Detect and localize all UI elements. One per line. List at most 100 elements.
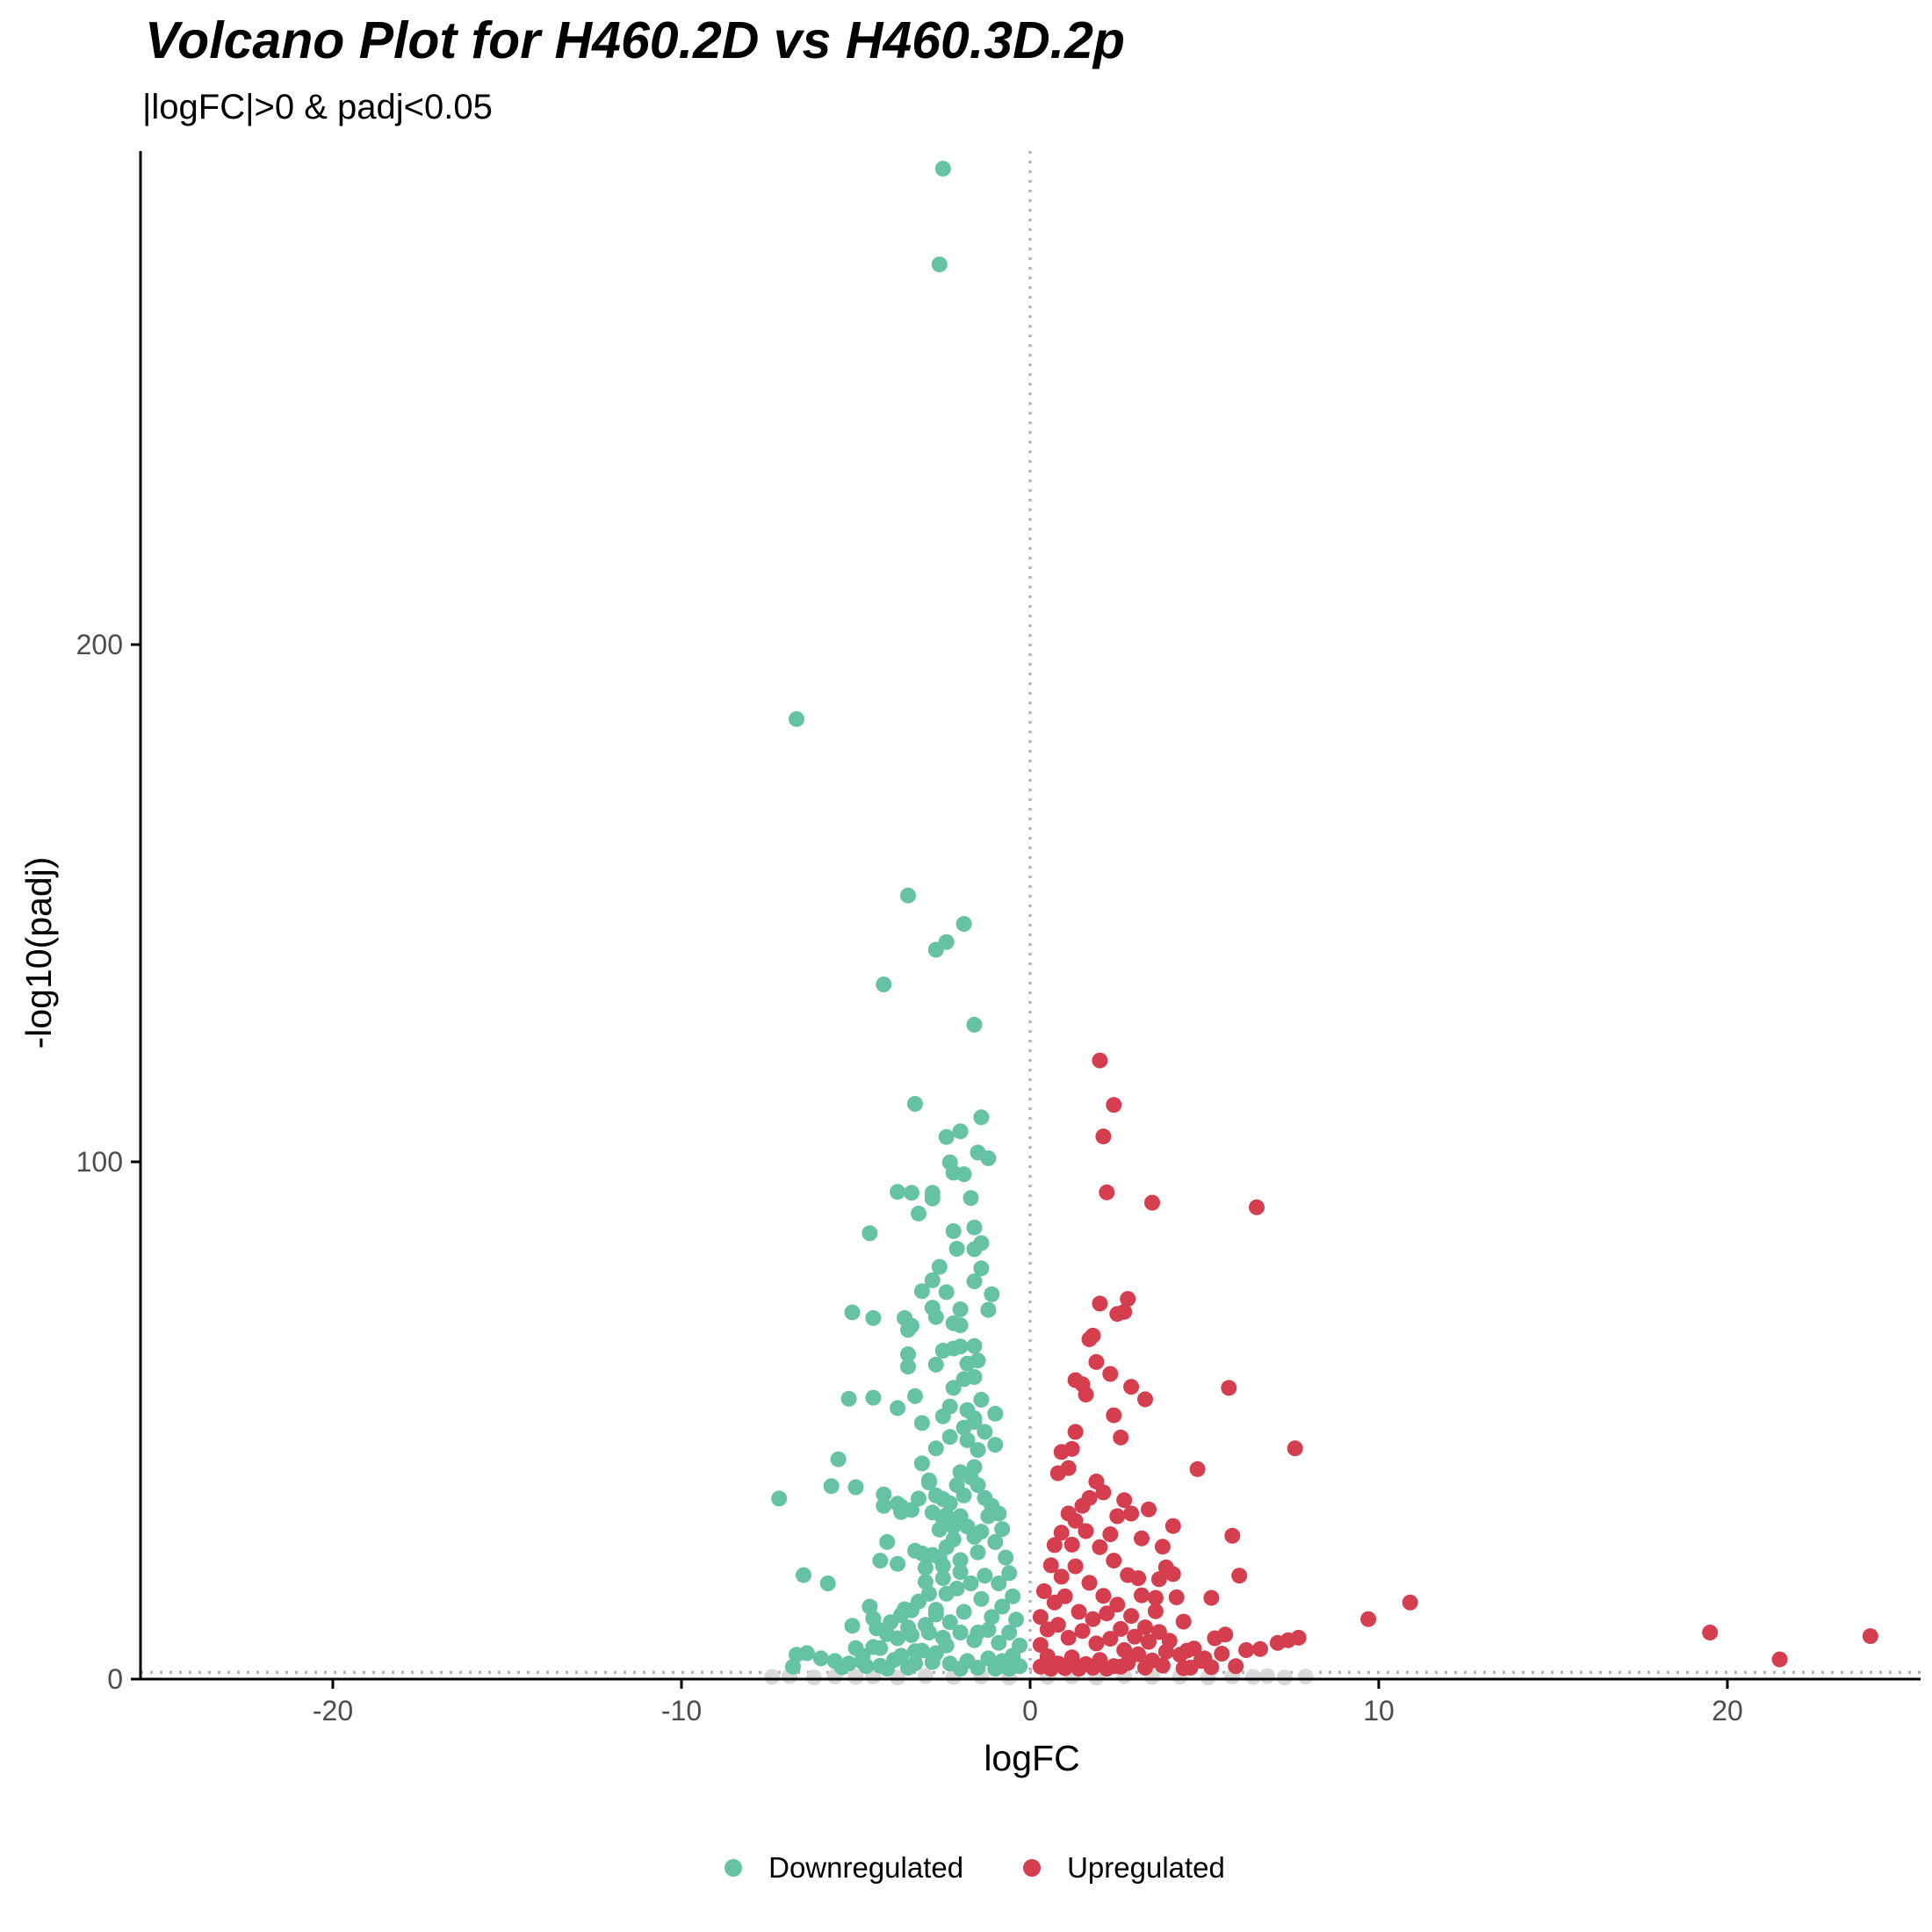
point-downregulated xyxy=(927,1440,944,1457)
point-downregulated xyxy=(927,941,944,958)
point-downregulated xyxy=(952,1317,969,1334)
point-downregulated xyxy=(959,1355,976,1372)
point-downregulated xyxy=(952,1123,969,1140)
point-upregulated xyxy=(1189,1460,1206,1477)
point-downregulated xyxy=(858,1658,875,1675)
point-upregulated xyxy=(1134,1530,1150,1546)
point-upregulated xyxy=(1168,1589,1185,1605)
point-downregulated xyxy=(980,1622,997,1638)
point-downregulated xyxy=(970,1660,986,1676)
point-upregulated xyxy=(1164,1517,1181,1534)
point-upregulated xyxy=(1182,1660,1199,1676)
point-upregulated xyxy=(1269,1634,1286,1651)
point-downregulated xyxy=(893,1647,910,1664)
point-not-significant xyxy=(1259,1668,1275,1684)
point-downregulated xyxy=(789,1647,804,1663)
point-upregulated xyxy=(1095,1588,1112,1604)
point-upregulated xyxy=(1137,1619,1153,1636)
point-downregulated xyxy=(952,1625,969,1640)
point-upregulated xyxy=(1123,1379,1140,1395)
point-downregulated xyxy=(984,1286,1000,1302)
y-tick-label: 200 xyxy=(76,629,123,660)
point-upregulated xyxy=(1123,1505,1140,1522)
point-upregulated xyxy=(1102,1366,1119,1382)
point-upregulated xyxy=(1224,1527,1241,1544)
point-upregulated xyxy=(1141,1501,1157,1517)
point-upregulated xyxy=(1141,1633,1157,1650)
point-upregulated xyxy=(1099,1605,1115,1622)
x-tick-label: -10 xyxy=(661,1695,702,1727)
point-upregulated xyxy=(1095,1128,1112,1145)
point-upregulated xyxy=(1053,1568,1070,1585)
point-downregulated xyxy=(955,916,972,933)
point-upregulated xyxy=(1127,1628,1143,1645)
point-upregulated xyxy=(1099,1661,1115,1677)
point-upregulated xyxy=(1032,1609,1049,1626)
chart-subtitle: |logFC|>0 & padj<0.05 xyxy=(142,88,493,126)
point-downregulated xyxy=(904,1626,919,1643)
point-downregulated xyxy=(938,1284,955,1301)
point-downregulated xyxy=(819,1575,836,1591)
point-not-significant xyxy=(805,1669,822,1686)
point-downregulated xyxy=(900,1359,916,1375)
point-downregulated xyxy=(1005,1588,1021,1604)
point-downregulated xyxy=(890,1555,906,1572)
point-upregulated xyxy=(1120,1567,1136,1583)
reference-lines xyxy=(141,151,1921,1679)
point-downregulated xyxy=(872,1640,889,1656)
point-downregulated xyxy=(934,1408,951,1424)
point-upregulated xyxy=(1154,1657,1171,1674)
point-downregulated xyxy=(890,1630,906,1647)
point-downregulated xyxy=(865,1389,882,1406)
legend-key-upregulated xyxy=(1023,1859,1042,1877)
point-upregulated xyxy=(1060,1505,1077,1522)
point-not-significant xyxy=(1245,1669,1262,1685)
point-upregulated xyxy=(1147,1603,1164,1619)
point-upregulated xyxy=(1123,1608,1140,1625)
point-upregulated xyxy=(1238,1642,1255,1658)
point-downregulated xyxy=(987,1437,1004,1453)
legend-key-downregulated xyxy=(724,1859,743,1877)
point-downregulated xyxy=(938,1128,955,1145)
point-downregulated xyxy=(941,1429,958,1445)
point-downregulated xyxy=(959,1518,976,1535)
point-upregulated xyxy=(1203,1659,1220,1676)
point-upregulated xyxy=(1144,1194,1160,1211)
point-downregulated xyxy=(994,1521,1011,1538)
point-upregulated xyxy=(1060,1629,1077,1646)
point-upregulated xyxy=(1179,1642,1195,1659)
point-upregulated xyxy=(1092,1539,1108,1555)
point-upregulated xyxy=(1157,1559,1174,1575)
point-downregulated xyxy=(952,1564,969,1581)
point-downregulated xyxy=(924,1546,941,1563)
point-downregulated xyxy=(952,1661,969,1677)
point-upregulated xyxy=(1071,1604,1087,1620)
point-upregulated xyxy=(1228,1658,1244,1675)
point-downregulated xyxy=(984,1609,1000,1626)
legend-label-downregulated: Downregulated xyxy=(768,1851,964,1884)
point-upregulated xyxy=(1150,1624,1167,1640)
point-upregulated xyxy=(1252,1640,1268,1657)
point-upregulated xyxy=(1081,1575,1098,1591)
point-downregulated xyxy=(991,1505,1007,1522)
point-upregulated xyxy=(1231,1568,1248,1584)
point-upregulated xyxy=(1081,1331,1098,1347)
point-downregulated xyxy=(879,1661,896,1677)
point-upregulated xyxy=(1053,1444,1070,1460)
point-upregulated xyxy=(1071,1661,1087,1677)
point-downregulated xyxy=(994,1598,1011,1615)
point-downregulated xyxy=(945,1222,962,1239)
point-downregulated xyxy=(955,1487,972,1503)
point-upregulated xyxy=(1203,1590,1220,1606)
point-downregulated xyxy=(959,1431,976,1448)
point-downregulated xyxy=(924,1272,941,1288)
point-downregulated xyxy=(1001,1661,1018,1677)
point-downregulated xyxy=(927,1487,944,1503)
point-upregulated xyxy=(1134,1587,1150,1604)
point-upregulated xyxy=(1067,1424,1084,1440)
point-upregulated xyxy=(1085,1660,1101,1676)
point-downregulated xyxy=(911,1205,926,1222)
point-downregulated xyxy=(962,1190,979,1207)
point-downregulated xyxy=(970,1477,986,1494)
point-upregulated xyxy=(1130,1646,1147,1662)
